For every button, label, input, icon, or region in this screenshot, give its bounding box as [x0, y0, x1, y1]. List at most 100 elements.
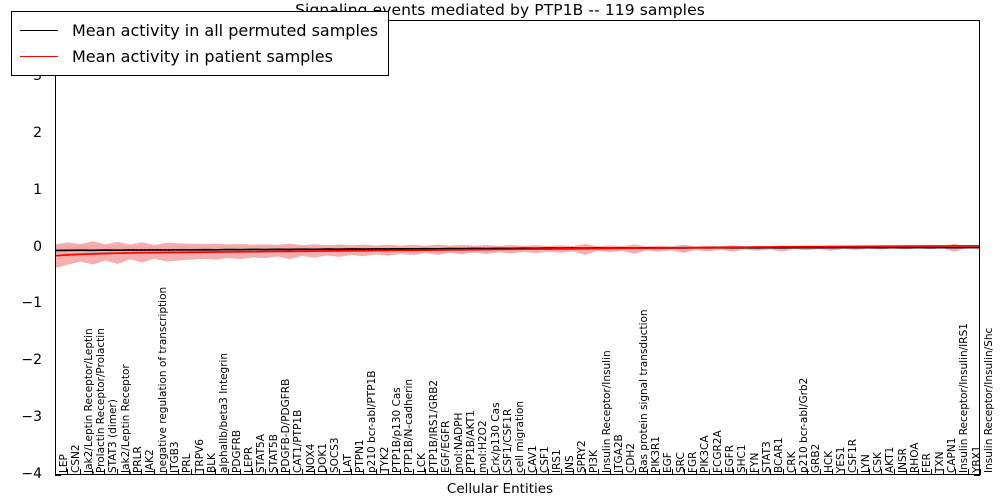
x-axis-tick-label: alphaIIb/beta3 Integrin — [218, 352, 231, 473]
x-axis-tick-mark — [116, 469, 118, 475]
x-axis-tick-mark — [536, 469, 537, 475]
legend-label-patient: Mean activity in patient samples — [72, 46, 333, 66]
x-axis-tick-label: Crk/p130 Cas — [489, 402, 502, 473]
x-axis-tick-mark — [153, 469, 155, 475]
x-axis-tick-label: PIK3CA — [699, 435, 712, 473]
x-axis-tick-label: mol:NADPH — [452, 412, 465, 473]
x-axis-tick-mark — [918, 469, 920, 475]
x-axis-tick-mark — [375, 469, 377, 475]
x-axis-label: Cellular Entities — [446, 481, 554, 497]
x-axis-tick-label: CAPN1 — [946, 437, 958, 473]
x-axis-tick-mark — [782, 469, 784, 475]
x-axis-tick-mark — [92, 469, 93, 475]
x-axis-tick-mark — [104, 469, 106, 475]
x-axis-tick-mark — [634, 469, 636, 475]
x-axis-tick-label: Jak2/Leptin Receptor/Leptin — [82, 328, 95, 473]
x-axis-tick-label: PTP1B/IRS1/GRB2 — [428, 379, 440, 473]
x-axis-tick-mark — [166, 469, 167, 475]
x-axis-tick-mark — [499, 469, 500, 475]
x-axis-tick-mark — [733, 469, 735, 475]
x-axis-tick-label: p210 bcr-abl/PTP1B — [366, 370, 379, 473]
x-axis-tick-label: Prolactin Receptor/Prolactin — [95, 328, 107, 473]
y-axis-tick-label: −1 — [21, 295, 42, 312]
x-axis-tick-label: PTP1B/AKT1 — [465, 410, 477, 473]
x-axis-tick-mark — [955, 469, 957, 475]
x-axis-tick-label: PDGFB-D/PDGFRB — [280, 378, 292, 473]
legend-label-permuted: Mean activity in all permuted samples — [72, 20, 379, 40]
x-axis-tick-mark — [622, 469, 624, 475]
x-axis-tick-mark — [437, 469, 439, 475]
x-axis-tick-mark — [338, 469, 340, 475]
x-axis-tick-mark — [141, 469, 143, 475]
permuted-mean-line — [56, 246, 979, 252]
x-axis-tick-mark — [240, 469, 241, 475]
plot-area — [55, 20, 980, 475]
x-axis-tick-mark — [264, 469, 266, 475]
x-axis-tick-label: SOCS3 — [329, 437, 342, 473]
x-axis-tick-label: Jak2/Leptin Receptor — [119, 364, 132, 473]
x-axis-tick-mark — [721, 469, 722, 475]
x-axis-tick-mark — [943, 469, 944, 475]
x-axis-tick-mark — [758, 469, 759, 475]
x-axis-tick-mark — [869, 469, 870, 475]
x-axis-tick-label: negative regulation of transcription — [156, 286, 169, 473]
x-axis-tick-mark — [412, 469, 414, 475]
x-axis-tick-mark — [400, 469, 402, 475]
x-axis-tick-mark — [55, 469, 56, 475]
x-axis-tick-mark — [363, 469, 365, 475]
x-axis-tick-mark — [745, 469, 747, 475]
x-axis-tick-mark — [684, 469, 685, 475]
x-axis-tick-mark — [203, 469, 204, 475]
x-axis-tick-mark — [474, 469, 476, 475]
x-axis-tick-mark — [610, 469, 611, 475]
x-axis-tick-mark — [671, 469, 673, 475]
x-axis-tick-label: CSF1/CSF1R — [502, 408, 514, 473]
y-axis-tick-label: −3 — [21, 409, 42, 426]
x-axis-tick-mark — [67, 469, 69, 475]
x-axis-tick-label: PIK3R1 — [650, 436, 662, 473]
x-axis-tick-mark — [696, 469, 698, 475]
x-axis-tick-mark — [511, 469, 513, 475]
x-axis-tick-mark — [178, 469, 180, 475]
x-axis-tick-label: Insulin Receptor/Insulin/Shc — [983, 327, 995, 473]
x-axis-tick-label: mol:H2O2 — [477, 420, 490, 473]
x-axis-tick-mark — [967, 469, 969, 475]
x-axis-tick-mark — [930, 469, 932, 475]
y-axis-tick-label: 2 — [33, 124, 42, 141]
x-axis-tick-mark — [906, 469, 907, 475]
x-axis-tick-label: PTP1B/p130 Cas — [391, 387, 403, 473]
x-axis-tick-label: p210 bcr-abl/Grb2 — [798, 377, 810, 473]
x-axis-tick-mark — [856, 469, 858, 475]
x-axis-tick-mark — [449, 469, 451, 475]
y-axis-tick-label: −4 — [21, 466, 42, 482]
x-axis-tick-mark — [326, 469, 328, 475]
x-axis-tick-mark — [523, 469, 525, 475]
x-axis-tick-mark — [252, 469, 254, 475]
x-axis-tick-mark — [844, 469, 846, 475]
x-axis-tick-mark — [832, 469, 833, 475]
x-axis-tick-label: STAT5B — [267, 434, 280, 473]
x-axis-tick-label: STAT5A — [255, 434, 268, 473]
x-axis-tick-label: FCGR2A — [711, 430, 724, 473]
x-axis-tick-mark — [881, 469, 883, 475]
x-axis-tick-mark — [795, 469, 796, 475]
x-axis-tick-mark — [819, 469, 821, 475]
y-axis-tick-mark — [974, 475, 980, 477]
x-axis-tick-mark — [277, 469, 278, 475]
x-axis-tick-label: Insulin Receptor/Insulin — [600, 350, 613, 473]
legend-item-patient: Mean activity in patient samples — [20, 43, 378, 69]
x-axis-tick-label: BCAR1 — [773, 437, 786, 473]
x-axis-tick-mark — [548, 469, 550, 475]
x-axis-tick-label: TRPV6 — [193, 439, 206, 473]
x-axis-tick-label: PDGFRB — [230, 429, 243, 473]
x-axis-tick-label: Insulin Receptor/Insulin/IRS1 — [958, 323, 971, 473]
x-axis-tick-label: Ras protein signal transduction — [637, 309, 650, 473]
legend-swatch-permuted-line-icon — [20, 29, 58, 31]
x-axis-tick-mark — [585, 469, 587, 475]
patient-mean-line — [56, 244, 979, 257]
x-axis-tick-label: ITGA2B — [613, 434, 625, 473]
x-axis-tick-mark — [79, 469, 81, 475]
legend-swatch-patient-line-icon — [20, 55, 58, 57]
x-axis-tick-mark — [227, 469, 229, 475]
